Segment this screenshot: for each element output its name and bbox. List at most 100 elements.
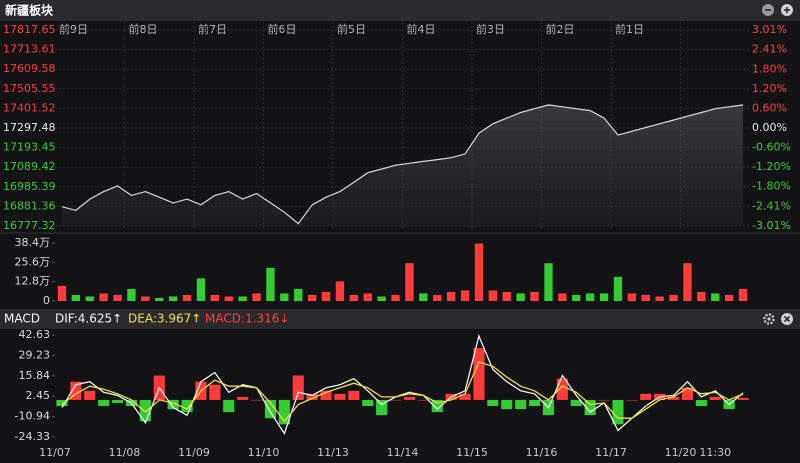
x-tick-label: 11/17	[595, 446, 627, 459]
volume-bar	[572, 294, 581, 301]
day-label: 前5日	[337, 22, 366, 36]
y-tick-label: -10.94	[15, 410, 50, 423]
macd-bar	[84, 390, 96, 400]
macd-bar	[598, 399, 610, 401]
volume-bar	[238, 296, 247, 301]
macd-bar	[709, 396, 721, 400]
x-tick-label: 11/07	[39, 446, 71, 459]
macd-bar	[181, 399, 193, 413]
price-area	[61, 104, 744, 226]
volume-bar	[655, 296, 664, 301]
macd-bar	[556, 378, 568, 400]
macd-bar	[528, 399, 541, 407]
volume-bar	[585, 293, 595, 301]
macd-bar	[320, 390, 332, 400]
volume-bar	[196, 278, 206, 301]
y-tick-label: 16881.36	[3, 199, 56, 212]
macd-bar	[473, 348, 485, 400]
volume-bar	[460, 290, 470, 301]
volume-bar	[335, 281, 345, 301]
macd-bar	[389, 399, 402, 401]
volume-bar	[544, 263, 553, 301]
macd-title: MACD	[4, 312, 40, 326]
day-label: 前9日	[59, 22, 88, 36]
y2-tick-label: 0.60%	[752, 101, 787, 114]
legend-entry: DEA:3.967↑	[128, 312, 201, 326]
y2-tick-label: 1.80%	[752, 62, 787, 75]
x-tick-label: 11/16	[526, 446, 558, 459]
volume-bar	[697, 291, 706, 301]
legend-entry: DIF:4.625↑	[55, 312, 122, 326]
macd-bar	[278, 399, 290, 425]
macd-bar	[250, 399, 263, 401]
macd-bar	[695, 399, 707, 407]
volume-bar	[711, 293, 720, 301]
y2-tick-label: 2.41%	[752, 43, 787, 56]
macd-bar	[139, 399, 151, 422]
y2-tick-label: -0.60%	[752, 141, 791, 154]
volume-bar	[530, 291, 539, 301]
volume-bar	[738, 288, 748, 301]
macd-bar	[237, 396, 249, 400]
day-label: 前6日	[268, 22, 297, 36]
y-tick-label: 25.6万	[15, 255, 51, 268]
x-tick-label: 11:30	[699, 446, 731, 459]
zoom-in-button[interactable]	[781, 4, 793, 16]
volume-bar	[224, 296, 233, 301]
volume-bar	[363, 293, 372, 301]
macd-bar	[209, 384, 221, 400]
macd-bar	[487, 399, 499, 407]
y-tick-label: 17713.61	[3, 43, 56, 56]
volume-bar	[252, 293, 261, 301]
header-title: 新疆板块	[5, 3, 54, 18]
volume-bar	[419, 293, 428, 301]
y-tick-label: 16777.32	[3, 219, 56, 232]
volume-bar	[599, 293, 609, 301]
y-tick-label: 17193.45	[3, 141, 56, 154]
volume-bar	[627, 293, 637, 301]
y2-tick-label: -1.20%	[752, 160, 791, 173]
volume-bar	[516, 293, 525, 301]
x-tick-label: 11/13	[317, 446, 349, 459]
y-tick-label: 2.45	[26, 389, 51, 402]
macd-bar	[264, 399, 277, 419]
macd-bar	[681, 387, 694, 400]
y2-tick-label: 1.20%	[752, 82, 787, 95]
macd-bar	[70, 381, 82, 400]
volume-bar	[641, 294, 650, 301]
price-line	[61, 104, 744, 225]
day-label: 前3日	[476, 22, 505, 36]
x-tick-label: 11/20	[665, 446, 697, 459]
zoom-out-button[interactable]	[762, 4, 774, 16]
volume-bar	[155, 297, 164, 301]
volume-bar	[168, 296, 178, 301]
y2-tick-label: 0.00%	[752, 121, 787, 134]
close-button[interactable]	[781, 313, 793, 325]
macd-bar	[376, 399, 388, 416]
volume-bar	[210, 294, 220, 301]
volume-bar	[349, 294, 359, 301]
macd-bar	[612, 399, 624, 425]
x-tick-label: 11/09	[178, 446, 210, 459]
volume-bar	[405, 263, 414, 301]
y-tick-label: 0	[43, 294, 50, 307]
volume-bar	[182, 294, 192, 301]
macd-bar	[584, 399, 596, 416]
macd-bar	[223, 399, 235, 413]
y-tick-label: -24.33	[15, 430, 50, 443]
day-label: 前4日	[407, 22, 436, 36]
macd-bar	[403, 396, 416, 400]
settings-button[interactable]	[763, 313, 775, 325]
macd-bar	[501, 399, 513, 410]
y2-tick-label: -1.80%	[752, 180, 791, 193]
volume-bar	[502, 291, 511, 301]
day-label: 前2日	[546, 22, 575, 36]
volume-bar	[683, 263, 692, 301]
x-tick-label: 11/08	[109, 446, 141, 459]
y-tick-label: 17505.55	[3, 82, 56, 95]
macd-line	[61, 361, 744, 423]
macd-bar	[334, 393, 346, 400]
y-tick-label: 42.63	[19, 328, 51, 341]
macd-bar	[306, 393, 318, 400]
volume-bar	[141, 296, 150, 301]
